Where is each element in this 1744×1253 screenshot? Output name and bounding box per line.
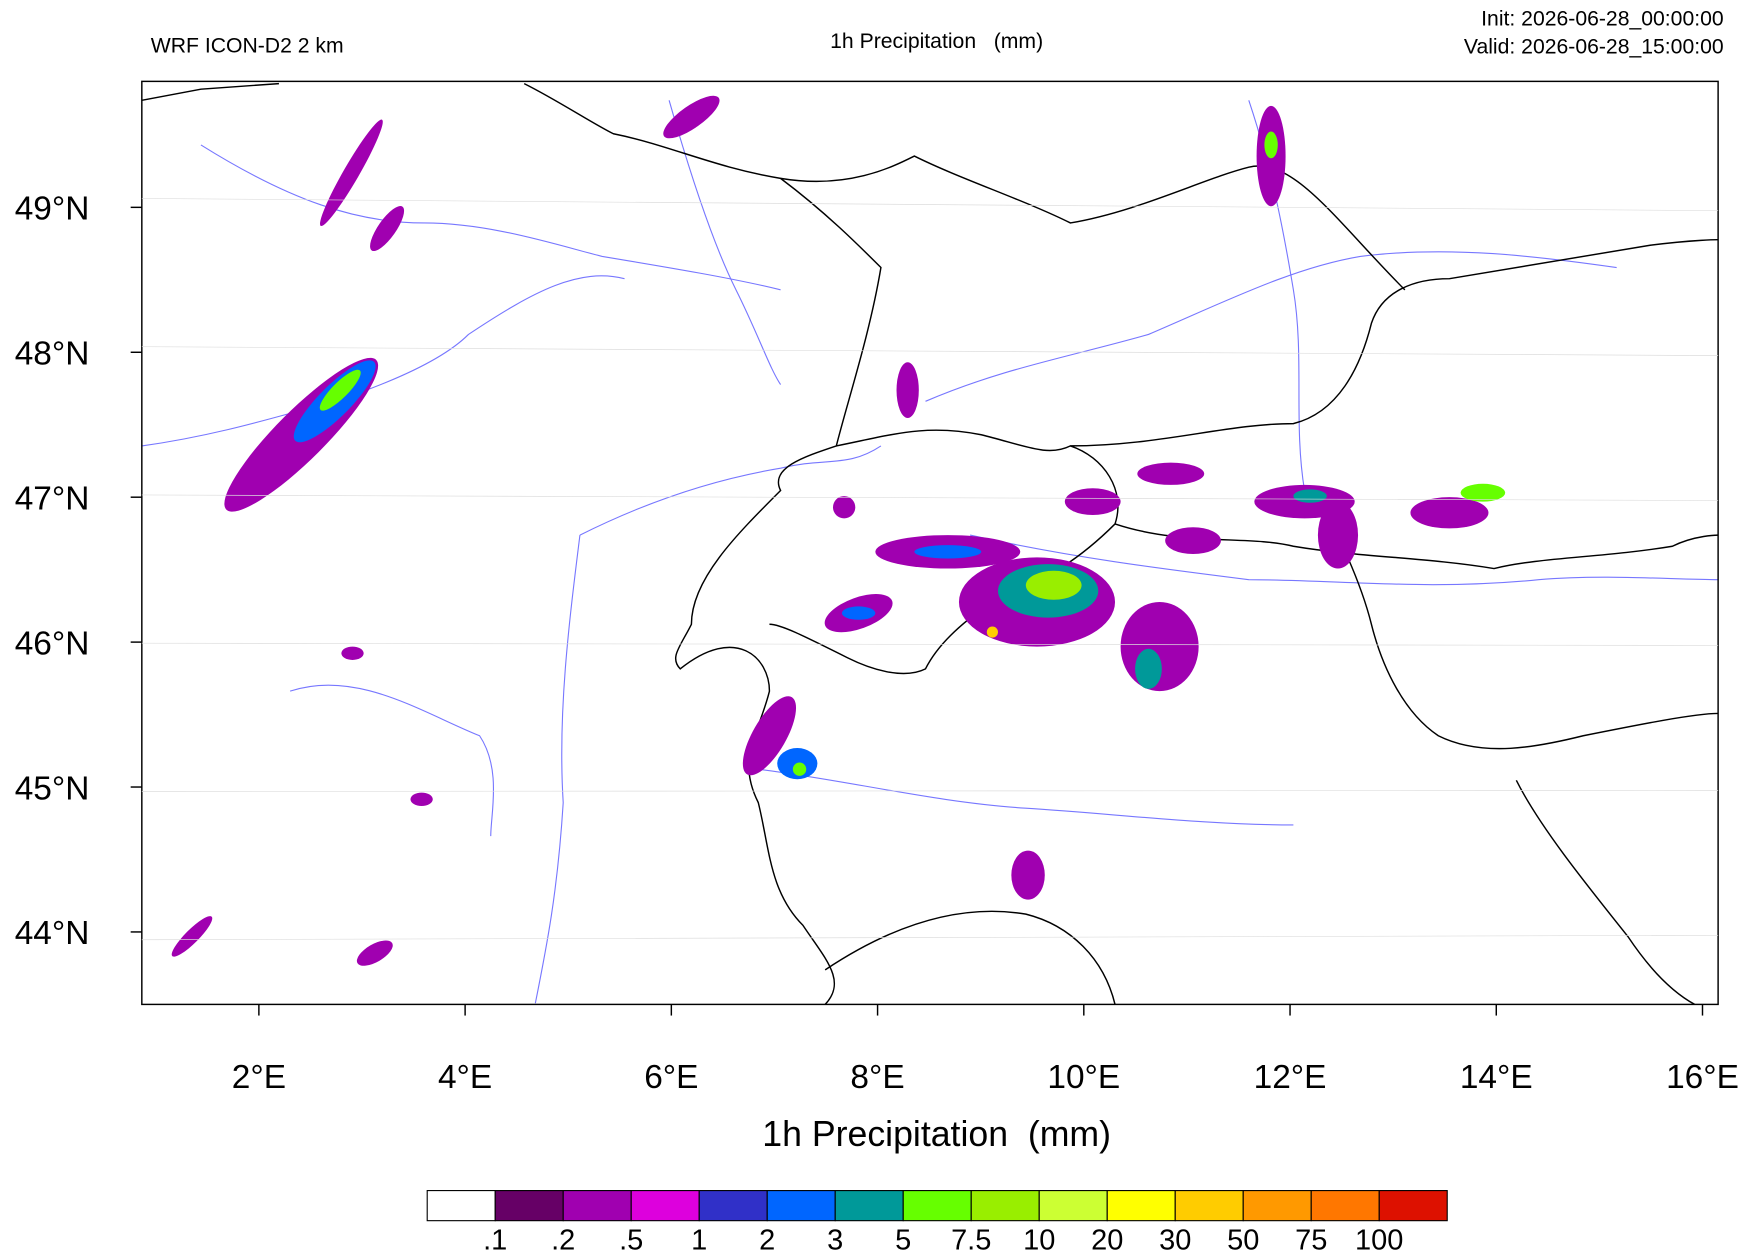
colorbar-label: 7.5 (951, 1225, 991, 1253)
lat-label: 45°N (15, 770, 90, 807)
rain-cell (1410, 483, 1506, 529)
colorbar-box (766, 1190, 836, 1222)
colorbar-box (970, 1190, 1040, 1222)
colorbar-box (834, 1190, 904, 1222)
lat-label: 49°N (15, 191, 90, 228)
colorbar-label: .5 (619, 1225, 643, 1253)
colorbar-label: 1 (691, 1225, 707, 1253)
colorbar-box (1174, 1190, 1244, 1222)
lat-grid (141, 934, 1719, 941)
map-area: 49°N 48°N 47°N 46°N 45°N 44°N 2°E 4°E 6°E 8°E 10°E… (15, 80, 1739, 1096)
colorbar-label: 50 (1227, 1225, 1259, 1253)
valid-time: Valid: 2026-06-28_15:00:00 (1464, 36, 1724, 59)
rain-cell (1256, 105, 1286, 207)
colorbar-box (494, 1190, 564, 1222)
lon-label: 2°E (232, 1059, 286, 1096)
colorbar-box (902, 1190, 972, 1222)
x-axis-label: 1h Precipitation (mm) (762, 1114, 1111, 1154)
colorbar-box (698, 1190, 768, 1222)
colorbar-label: 10 (1023, 1225, 1055, 1253)
colorbar-label: 20 (1091, 1225, 1123, 1253)
colorbar-box (1310, 1190, 1380, 1222)
colorbar-label: 2 (759, 1225, 775, 1253)
colorbar-box (562, 1190, 632, 1222)
lat-label: 44°N (15, 915, 90, 952)
rain-cell (875, 535, 1021, 569)
lon-label: 14°E (1460, 1059, 1533, 1096)
lat-grid (141, 642, 1719, 646)
rain-cell (1120, 601, 1199, 692)
rain-cell (1064, 462, 1221, 555)
init-time: Init: 2026-06-28_00:00:00 (1481, 8, 1724, 31)
rain-cell (958, 557, 1116, 647)
colorbar: .1 .2 .5 1 2 3 5 7.5 10 20 30 50 75 100 (426, 1190, 1448, 1253)
lat-label: 47°N (15, 480, 90, 517)
axis-ticks: 49°N 48°N 47°N 46°N 45°N 44°N 2°E 4°E 6°E 8°E 10°E… (15, 191, 1739, 1096)
lat-label: 48°N (15, 336, 90, 373)
lon-label: 10°E (1047, 1059, 1120, 1096)
colorbar-label: 75 (1295, 1225, 1327, 1253)
lat-grid (141, 494, 1719, 501)
model-label: WRF ICON-D2 2 km (151, 34, 344, 57)
lat-grid (141, 198, 1719, 212)
colorbar-label: 100 (1355, 1225, 1403, 1253)
colorbar-box (1242, 1190, 1312, 1222)
lat-grid (141, 790, 1719, 792)
precipitation-fields (171, 95, 1506, 966)
rain-cell (320, 119, 405, 252)
lon-label: 6°E (644, 1059, 698, 1096)
rain-cell (742, 696, 818, 780)
colorbar-box (1378, 1190, 1448, 1222)
rain-cell (171, 95, 1045, 966)
colorbar-box (426, 1190, 496, 1222)
colorbar-label: 5 (895, 1225, 911, 1253)
lon-label: 12°E (1254, 1059, 1327, 1096)
map-frame (141, 80, 1719, 1006)
colorbar-label: .1 (483, 1225, 507, 1253)
colorbar-label: .2 (551, 1225, 575, 1253)
colorbar-box (1106, 1190, 1176, 1222)
borders (141, 82, 1719, 1006)
rain-cell (824, 594, 893, 633)
colorbar-label: 3 (827, 1225, 843, 1253)
lon-label: 8°E (850, 1059, 904, 1096)
colorbar-box (1038, 1190, 1108, 1222)
lat-grid (141, 346, 1719, 356)
colorbar-label: 30 (1159, 1225, 1191, 1253)
lon-label: 4°E (438, 1059, 492, 1096)
lat-label: 46°N (15, 625, 90, 662)
lon-label: 16°E (1666, 1059, 1739, 1096)
colorbar-box (630, 1190, 700, 1222)
rain-cell (224, 357, 379, 512)
field-title: 1h Precipitation (mm) (830, 30, 1043, 53)
